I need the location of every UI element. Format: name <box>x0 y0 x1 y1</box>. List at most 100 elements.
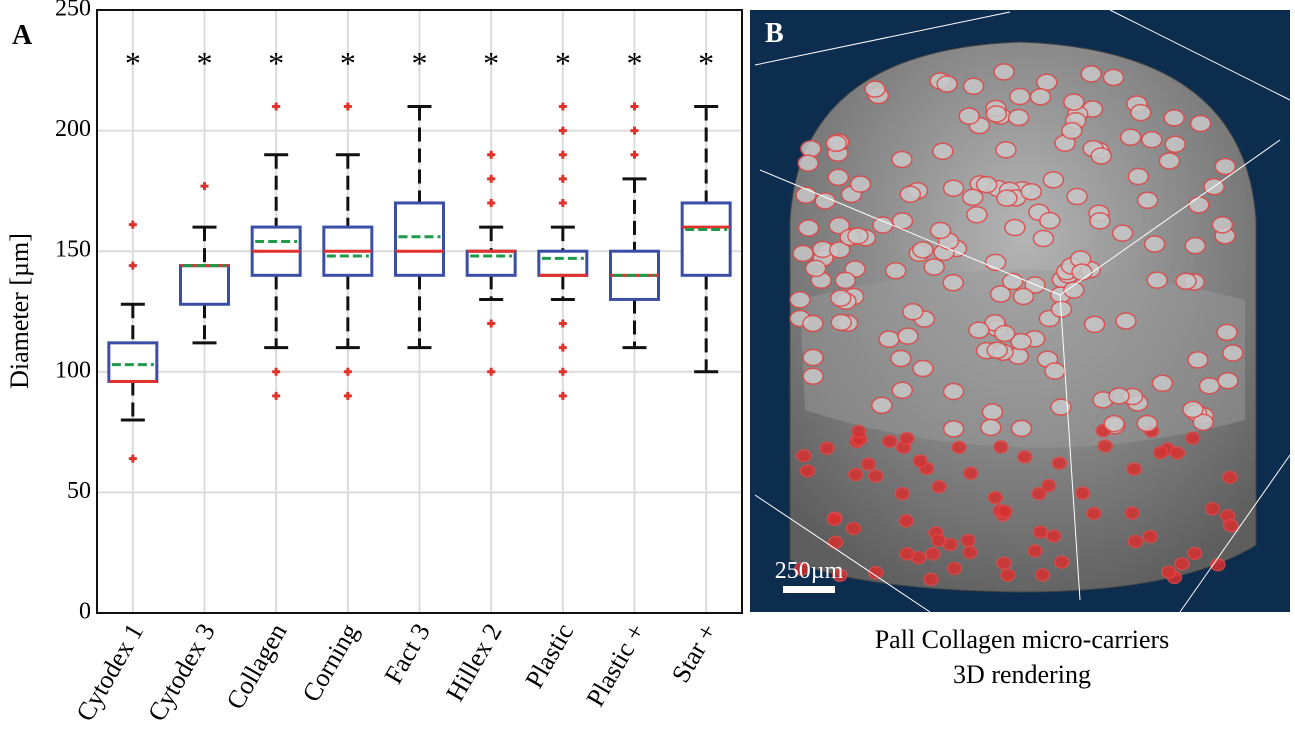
render-cell <box>902 303 924 321</box>
render-cell <box>1142 529 1159 544</box>
render-cell <box>1108 387 1130 405</box>
plot-frame <box>96 9 743 614</box>
scale-bar-label: 250µm <box>775 558 844 584</box>
render-cell <box>1000 568 1016 582</box>
render-cell <box>942 179 965 197</box>
render-cell <box>1174 557 1190 571</box>
render-cell <box>1020 182 1042 201</box>
render-cell <box>1004 218 1026 237</box>
panel-label: B <box>765 18 784 49</box>
render-cell <box>899 547 915 561</box>
render-cell <box>1080 65 1102 83</box>
outlier <box>272 102 281 111</box>
render-cell <box>828 216 851 235</box>
render-cell <box>912 454 929 468</box>
outlier <box>487 150 496 159</box>
caption-line: 3D rendering <box>953 660 1091 689</box>
render-cell <box>845 521 862 536</box>
box <box>537 249 589 277</box>
render-cell <box>962 545 978 560</box>
render-cell <box>832 568 848 582</box>
outlier <box>128 454 137 463</box>
render-cell <box>993 63 1015 81</box>
render-cell <box>1141 130 1163 149</box>
render-cell <box>946 561 963 576</box>
render-cell <box>1017 450 1033 464</box>
render-cell <box>936 75 958 93</box>
render-cell <box>834 271 857 290</box>
significance-marker: * <box>125 45 141 81</box>
significance-marker: * <box>268 45 284 81</box>
render-cell <box>1214 157 1237 176</box>
render-cell <box>995 141 1017 159</box>
render-cell <box>986 341 1008 359</box>
render-cell <box>1089 212 1111 230</box>
x-tick-label: Fact 3 <box>379 618 436 688</box>
render-cell <box>1169 446 1186 460</box>
render-cell <box>993 440 1009 454</box>
render-cell <box>1192 413 1214 432</box>
render-cell <box>1152 445 1169 460</box>
render-cell <box>1222 470 1238 485</box>
render-cell <box>1146 271 1168 289</box>
outlier <box>558 150 567 159</box>
render-cell <box>1010 419 1033 438</box>
render-cell <box>1136 414 1158 433</box>
x-tick-label: Plastic <box>519 618 579 693</box>
outlier <box>272 391 281 400</box>
render-cell <box>827 168 850 187</box>
scale-bar <box>783 586 835 593</box>
outlier <box>200 182 209 191</box>
y-tick-label: 50 <box>67 478 91 504</box>
render-cell <box>1027 544 1043 558</box>
outlier <box>558 174 567 183</box>
y-tick-label: 200 <box>55 116 91 142</box>
render-cell <box>912 241 934 259</box>
render-cell <box>1029 88 1052 106</box>
render-cell <box>819 441 835 455</box>
render-cell <box>996 189 1018 207</box>
outlier <box>343 391 352 400</box>
render-cell <box>1184 431 1201 445</box>
x-tick-label: Plastic + <box>581 618 651 711</box>
x-tick-label: Cytodex 3 <box>142 618 221 726</box>
render-cell <box>1217 371 1239 390</box>
render-cell <box>961 188 984 207</box>
x-tick-label: Star + <box>666 618 723 687</box>
significance-marker: * <box>197 45 213 81</box>
render-cell <box>1001 272 1024 291</box>
render-cell <box>996 556 1012 570</box>
render-cell <box>942 273 964 292</box>
render-cell <box>1066 187 1088 206</box>
render-cell <box>1188 196 1210 214</box>
render-cell <box>860 457 877 471</box>
render-cell <box>1151 374 1174 393</box>
render-cell <box>802 367 824 385</box>
render-cell <box>1042 171 1065 189</box>
x-tick-label: Hillex 2 <box>440 618 507 706</box>
box <box>179 264 230 306</box>
render-cell <box>975 175 998 194</box>
render-cell <box>1097 439 1113 453</box>
render-cell <box>985 105 1008 123</box>
render-cell <box>878 330 900 348</box>
render-cell <box>847 467 864 482</box>
render-cell <box>890 349 912 368</box>
panel-label: A <box>12 20 33 51</box>
render-cell <box>1040 478 1057 493</box>
outlier <box>128 220 137 229</box>
box <box>394 201 445 277</box>
outlier <box>630 126 639 135</box>
outlier <box>558 126 567 135</box>
outlier <box>558 319 567 328</box>
render-cell <box>867 469 884 483</box>
significance-marker: * <box>412 45 428 81</box>
render-cell <box>1009 87 1031 106</box>
render-cell <box>1032 525 1049 539</box>
outlier <box>128 261 137 270</box>
render-cell <box>898 514 914 528</box>
render-cell <box>891 381 914 400</box>
x-tick-label: Cytodex 1 <box>70 618 149 726</box>
outlier <box>487 367 496 376</box>
